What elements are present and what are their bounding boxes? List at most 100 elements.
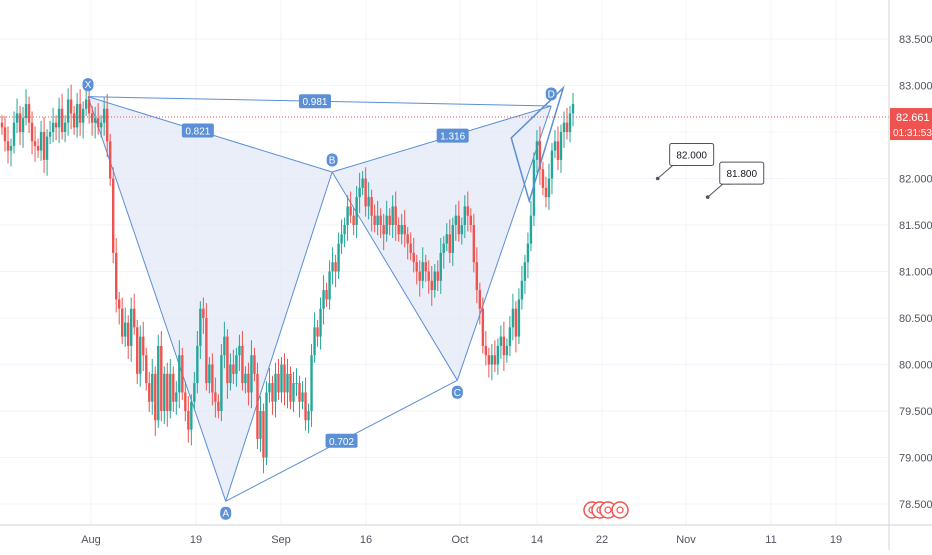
candle: [48, 120, 52, 145]
candle: [334, 254, 337, 288]
candle: [271, 375, 274, 415]
candle: [523, 254, 527, 294]
ratio-label: 0.981: [298, 94, 331, 109]
y-tick-label: 82.000: [899, 174, 932, 186]
candle: [220, 344, 223, 422]
price-callout[interactable]: 82.000: [655, 143, 715, 181]
candle: [93, 106, 97, 139]
candle: [217, 394, 220, 419]
candle: [139, 325, 142, 387]
pattern-point-a[interactable]: A: [220, 506, 232, 520]
candle: [331, 247, 334, 285]
candle: [358, 172, 361, 213]
candle: [508, 316, 512, 357]
x-tick-label: 22: [596, 534, 608, 546]
candle: [361, 171, 364, 196]
candle: [124, 307, 127, 347]
svg-text:1.316: 1.316: [440, 132, 465, 143]
candle: [310, 344, 313, 427]
x-tick-label: Sep: [271, 534, 291, 546]
candle: [442, 236, 445, 269]
candle: [514, 301, 518, 353]
y-tick-label: 78.500: [899, 499, 932, 511]
candle: [487, 347, 491, 378]
candle: [262, 403, 265, 474]
pattern-point-x[interactable]: X: [82, 78, 94, 92]
candle: [229, 353, 232, 391]
candle: [541, 161, 545, 196]
candle: [57, 97, 61, 144]
candle: [133, 293, 136, 335]
ratio-label: 0.702: [325, 433, 358, 448]
candle: [469, 208, 473, 233]
candle: [259, 396, 262, 452]
candle: [21, 106, 25, 148]
candle: [421, 247, 424, 289]
candle: [397, 217, 400, 242]
candle: [517, 288, 521, 345]
candle: [196, 331, 199, 394]
candle: [475, 247, 479, 304]
candle: [370, 189, 373, 232]
candle: [328, 260, 331, 310]
candle: [175, 381, 178, 415]
svg-text:01:31:53: 01:31:53: [893, 128, 932, 139]
candle: [559, 124, 563, 173]
candle: [301, 381, 304, 410]
svg-text:D: D: [548, 89, 555, 100]
candle: [60, 93, 64, 140]
candle: [457, 200, 460, 242]
candle: [295, 368, 298, 397]
candle: [163, 366, 166, 425]
candle: [319, 297, 322, 350]
candle: [445, 223, 448, 252]
candle: [565, 107, 569, 140]
candle: [367, 182, 370, 220]
candle: [108, 133, 112, 186]
candle: [136, 319, 139, 385]
svg-text:A: A: [222, 509, 229, 520]
candle: [538, 126, 542, 186]
candle: [184, 381, 187, 422]
candle: [39, 120, 43, 161]
price-callout[interactable]: 81.800: [705, 161, 765, 199]
candle: [460, 217, 464, 245]
y-tick-label: 80.000: [899, 360, 932, 372]
candle: [115, 238, 118, 313]
pattern-point-b[interactable]: B: [326, 153, 338, 167]
candle: [364, 167, 367, 217]
candle: [166, 362, 169, 427]
events-marker[interactable]: [583, 501, 629, 519]
candle: [142, 321, 145, 372]
candle: [418, 260, 421, 297]
x-tick-label: 19: [190, 534, 202, 546]
candle: [424, 254, 427, 282]
candle: [90, 105, 94, 136]
leg-bc: [331, 171, 458, 381]
candle: [211, 353, 214, 406]
candle: [18, 105, 22, 146]
candle: [187, 396, 190, 443]
candle: [463, 195, 467, 239]
y-tick-label: 79.500: [899, 406, 932, 418]
pattern-point-c[interactable]: C: [451, 385, 463, 399]
x-tick-label: Aug: [81, 534, 101, 546]
candle: [169, 358, 172, 419]
candle: [439, 238, 442, 294]
candle: [3, 116, 7, 152]
harmonic-pattern[interactable]: [87, 96, 552, 502]
pattern-fill-xab: [88, 96, 333, 502]
candle: [81, 101, 85, 139]
candle: [427, 260, 430, 294]
candle: [403, 210, 406, 248]
candle: [490, 344, 494, 381]
candle: [466, 191, 470, 232]
current-price-tag: 82.661 01:31:53: [890, 108, 932, 141]
d-wedge: [510, 85, 565, 204]
candle: [199, 301, 202, 359]
svg-text:82.000: 82.000: [676, 151, 707, 162]
candle: [130, 297, 133, 362]
